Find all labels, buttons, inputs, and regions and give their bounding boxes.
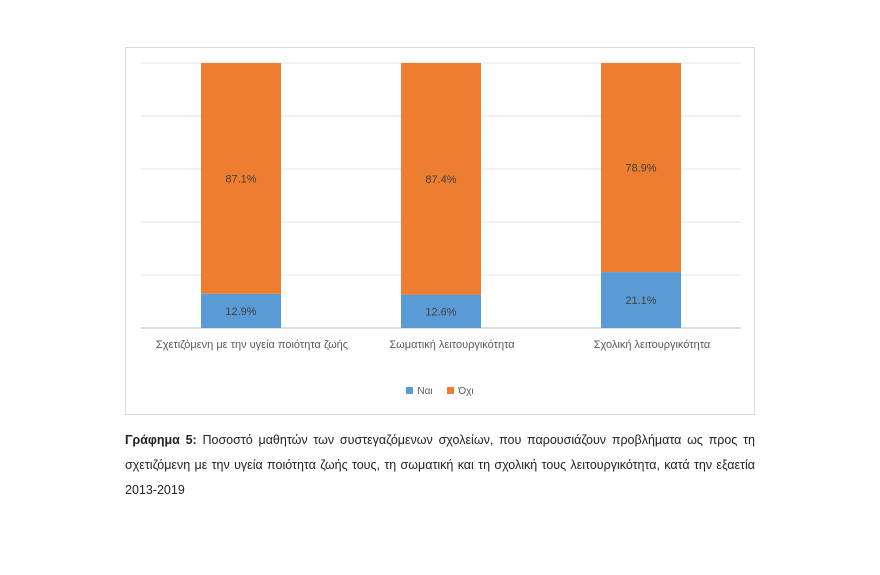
data-label: 12.6%	[425, 306, 456, 318]
bar-segment-no	[401, 63, 481, 295]
caption-text: Ποσοστό μαθητών των συστεγαζόμενων σχολε…	[125, 433, 755, 497]
legend-label: Όχι	[458, 386, 474, 397]
x-tick-label: Σωματική λειτουργικότητα	[389, 339, 515, 351]
caption-label: Γράφημα 5:	[125, 433, 197, 447]
data-label: 78.9%	[625, 163, 656, 175]
legend-swatch-yes	[406, 387, 414, 394]
chart-plot: 12.9% 87.1% 12.6% 87.4% 21.1% 78.9%	[141, 62, 741, 329]
bar-segment-yes	[401, 294, 481, 328]
bar-segment-no	[201, 63, 281, 294]
legend-item-no: Όχι	[447, 386, 474, 397]
data-label: 87.1%	[225, 173, 256, 185]
chart-legend: Ναι Όχι	[126, 386, 754, 397]
x-tick-label: Σχετιζόμενη με την υγεία ποιότητα ζωής	[155, 339, 349, 351]
data-label: 21.1%	[625, 295, 656, 307]
bar-segment-yes	[201, 293, 281, 328]
legend-swatch-no	[447, 387, 455, 394]
legend-label: Ναι	[417, 386, 433, 397]
data-label: 87.4%	[425, 174, 456, 186]
data-label: 12.9%	[225, 306, 256, 318]
chart-area: 12.9% 87.1% 12.6% 87.4% 21.1% 78.9% Σχετιζόμε…	[125, 47, 755, 415]
bar-segment-no	[601, 63, 681, 273]
figure-caption: Γράφημα 5: Ποσοστό μαθητών των συστεγαζό…	[125, 428, 755, 503]
x-tick-label: Σχολική λειτουργικότητα	[593, 339, 711, 351]
legend-item-yes: Ναι	[406, 386, 433, 397]
bar-segment-yes	[601, 272, 681, 328]
